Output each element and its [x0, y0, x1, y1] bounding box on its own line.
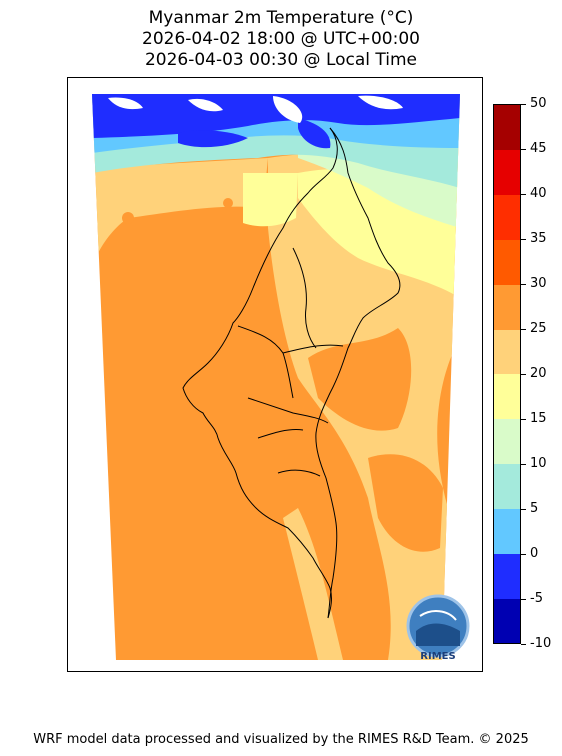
colorbar-tick-label: 30	[530, 276, 547, 291]
colorbar-segment	[494, 463, 520, 509]
country-borders	[182, 127, 401, 619]
title-line-3: 2026-04-03 00:30 @ Local Time	[144, 50, 418, 70]
no-data-patch-2	[188, 98, 223, 112]
colorbar-tick	[521, 509, 526, 510]
colorbar-segment	[494, 418, 520, 465]
field-minus5-0-patch	[178, 130, 248, 148]
colorbar-tick	[521, 239, 526, 240]
colorbar-segment	[494, 553, 520, 599]
state-border-4	[257, 429, 304, 439]
myanmar-border-west	[182, 127, 338, 619]
colorbar-tick	[521, 464, 526, 465]
field-speck-2	[223, 198, 233, 208]
colorbar-tick	[521, 419, 526, 420]
colorbar-tick-label: -10	[530, 636, 552, 651]
temperature-map: RIMES	[92, 94, 470, 662]
colorbar-tick-label: 20	[530, 366, 547, 381]
colorbar-tick	[521, 194, 526, 195]
colorbar-tick-label: 50	[530, 96, 547, 111]
colorbar-segment	[494, 149, 520, 196]
field-20-25-northwest	[92, 158, 268, 268]
colorbar-segment	[494, 194, 520, 240]
rimes-logo: RIMES	[406, 594, 470, 662]
footer-credit: WRF model data processed and visualized …	[33, 732, 529, 747]
colorbar-segment	[494, 329, 520, 375]
colorbar-tick	[521, 284, 526, 285]
field-minus5-0	[92, 94, 460, 138]
colorbar-segment	[494, 239, 520, 285]
colorbar-segment	[494, 374, 520, 420]
title-line-2: 2026-04-02 18:00 @ UTC+00:00	[142, 29, 420, 49]
colorbar-tick-label: 25	[530, 321, 547, 336]
field-25-30-east-patch	[308, 328, 412, 431]
colorbar-tick-label: -5	[530, 591, 543, 606]
colorbar-tick	[521, 599, 526, 600]
no-data-patch-3	[273, 96, 303, 123]
field-20-25-south	[283, 508, 343, 660]
title-line-1: Myanmar 2m Temperature (°C)	[148, 8, 414, 28]
state-border-2	[282, 344, 344, 354]
no-data-patch-4	[358, 95, 403, 110]
field-25-30-southeast-patch	[368, 454, 443, 552]
colorbar-segment	[494, 284, 520, 330]
map-panel: RIMES	[67, 77, 483, 672]
colorbar-tick-label: 0	[530, 546, 539, 561]
colorbar-tick	[521, 329, 526, 330]
rimes-logo-text: RIMES	[420, 651, 455, 662]
state-border-3	[247, 397, 329, 424]
colorbar-tick	[521, 374, 526, 375]
colorbar-tick-label: 45	[530, 141, 547, 156]
colorbar-tick	[521, 644, 526, 645]
map-title: Myanmar 2m Temperature (°C) 2026-04-02 1…	[0, 8, 562, 71]
colorbar-tick	[521, 104, 526, 105]
field-minus5-0-patch-2	[298, 118, 331, 149]
colorbar-tick-label: 10	[530, 456, 547, 471]
colorbar	[493, 104, 521, 644]
field-15-20-north	[243, 173, 298, 227]
no-data-patch	[108, 97, 143, 110]
colorbar-tick-label: 15	[530, 411, 547, 426]
colorbar-tick-label: 40	[530, 186, 547, 201]
colorbar-tick	[521, 554, 526, 555]
myanmar-border-east	[315, 127, 401, 619]
colorbar-segment	[494, 105, 520, 151]
state-border-6	[292, 247, 317, 349]
colorbar-segment	[494, 598, 520, 644]
colorbar-tick-label: 35	[530, 231, 547, 246]
colorbar-segment	[494, 508, 520, 554]
colorbar-tick	[521, 149, 526, 150]
field-speck	[122, 212, 134, 224]
colorbar-tick-label: 5	[530, 501, 539, 516]
state-border-5	[277, 469, 321, 477]
